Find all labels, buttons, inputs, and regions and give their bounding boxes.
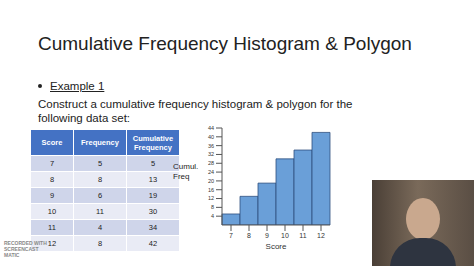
html-text:Example 1: Example 1 xyxy=(50,80,105,92)
html-text:4: 4 xyxy=(97,223,103,232)
html-text:Cumulative Frequency Histogram: Cumulative Frequency Histogram & Polygon xyxy=(38,33,412,54)
html-text:30: 30 xyxy=(148,207,158,216)
html-text:10: 10 xyxy=(47,207,57,216)
html-text:11: 11 xyxy=(48,223,56,232)
svg-text:8: 8 xyxy=(211,204,214,210)
svg-text:36: 36 xyxy=(208,143,214,149)
html-text:Score: Score xyxy=(41,138,63,147)
svg-text:9: 9 xyxy=(265,232,269,239)
svg-text:7: 7 xyxy=(229,232,233,239)
html-text:Cumul.: Cumul. xyxy=(173,162,199,171)
html-text:13: 13 xyxy=(148,175,158,184)
svg-text:4: 4 xyxy=(211,213,214,219)
svg-text:Score: Score xyxy=(266,242,287,249)
html-text:MATIC: MATIC xyxy=(4,252,20,258)
html-text:9: 9 xyxy=(49,191,55,200)
svg-text:28: 28 xyxy=(208,160,214,166)
svg-text:20: 20 xyxy=(208,178,214,184)
html-text:42: 42 xyxy=(148,239,158,248)
svg-text:12: 12 xyxy=(317,232,325,239)
svg-text:8: 8 xyxy=(247,232,251,239)
svg-text:11: 11 xyxy=(299,232,306,239)
html-text:5: 5 xyxy=(150,159,156,168)
html-text:Construct a cumulative frequen: Construct a cumulative frequency histogr… xyxy=(38,98,353,124)
svg-text:16: 16 xyxy=(208,187,214,193)
html-text:RECORDED WITH: RECORDED WITH xyxy=(4,240,47,246)
html-text:8: 8 xyxy=(97,175,103,184)
html-text:SCREENCAST: SCREENCAST xyxy=(4,246,39,252)
html-text:Cumulative Frequency: Cumulative Frequency xyxy=(132,133,174,152)
html-text:8: 8 xyxy=(97,239,103,248)
svg-text:44: 44 xyxy=(208,125,214,131)
html-text:8: 8 xyxy=(49,175,55,184)
svg-text:40: 40 xyxy=(208,134,214,140)
html-text:19: 19 xyxy=(148,191,158,200)
html-text:12: 12 xyxy=(47,239,57,248)
html-text:5: 5 xyxy=(97,159,103,168)
html-text:34: 34 xyxy=(148,223,158,232)
html-text:Frequency: Frequency xyxy=(81,138,119,147)
html-text:7: 7 xyxy=(49,159,55,168)
html-text:11: 11 xyxy=(96,207,104,216)
svg-text:32: 32 xyxy=(208,151,214,157)
svg-text:24: 24 xyxy=(208,169,214,175)
svg-text:12: 12 xyxy=(208,195,214,201)
svg-text:10: 10 xyxy=(281,232,289,239)
html-text:Freq: Freq xyxy=(173,172,190,181)
html-text:6: 6 xyxy=(97,191,103,200)
